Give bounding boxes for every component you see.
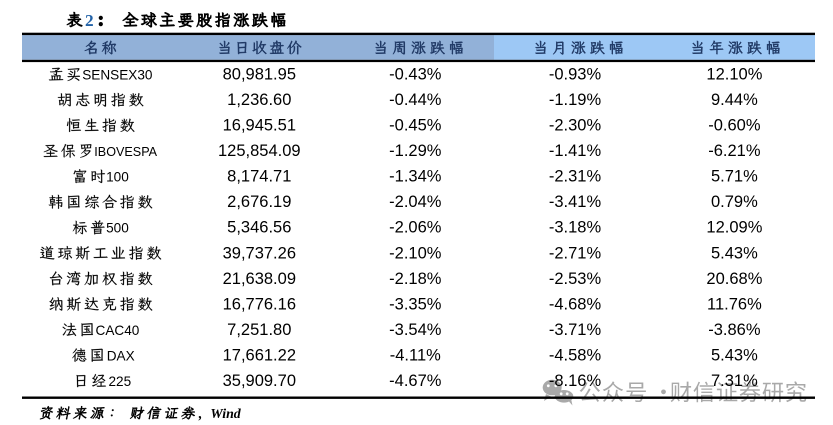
svg-text:-1.29%: -1.29% <box>389 142 442 160</box>
svg-text:-8.16%: -8.16% <box>549 372 602 390</box>
svg-text:-0.60%: -0.60% <box>708 117 761 135</box>
svg-text:-2.53%: -2.53% <box>549 270 602 288</box>
svg-text:225: 225 <box>109 374 132 389</box>
svg-text:-0.93%: -0.93% <box>549 66 602 84</box>
svg-text:20.68%: 20.68% <box>706 270 762 288</box>
svg-text:-1.34%: -1.34% <box>389 168 442 186</box>
svg-text:-2.31%: -2.31% <box>549 168 602 186</box>
svg-text:5.71%: 5.71% <box>711 168 758 186</box>
svg-text:11.76%: 11.76% <box>707 295 762 313</box>
svg-text:39,737.26: 39,737.26 <box>223 244 296 262</box>
svg-text:-2.18%: -2.18% <box>389 270 442 288</box>
svg-text:-4.68%: -4.68% <box>549 295 602 313</box>
svg-text:-3.71%: -3.71% <box>549 321 602 339</box>
svg-text:SENSEX30: SENSEX30 <box>82 68 153 83</box>
svg-text:-0.45%: -0.45% <box>389 117 442 135</box>
svg-text:-3.41%: -3.41% <box>549 193 602 211</box>
svg-text:12.10%: 12.10% <box>706 66 762 84</box>
svg-text:12.09%: 12.09% <box>706 219 762 237</box>
svg-text:80,981.95: 80,981.95 <box>223 66 296 84</box>
svg-text:0.79%: 0.79% <box>711 193 758 211</box>
svg-text:-4.58%: -4.58% <box>549 346 602 364</box>
svg-text:35,909.70: 35,909.70 <box>223 372 296 390</box>
svg-text:16,776.16: 16,776.16 <box>223 295 296 313</box>
svg-text:5.43%: 5.43% <box>711 346 758 364</box>
svg-text:-2.71%: -2.71% <box>549 244 602 262</box>
svg-text:-3.35%: -3.35% <box>389 295 442 313</box>
svg-text:2: 2 <box>85 11 94 30</box>
svg-text:1,236.60: 1,236.60 <box>227 91 291 109</box>
svg-text:-1.19%: -1.19% <box>549 91 602 109</box>
svg-text:2,676.19: 2,676.19 <box>227 193 291 211</box>
svg-text:-4.11%: -4.11% <box>390 346 441 364</box>
svg-text:100: 100 <box>106 170 129 185</box>
svg-text:-4.67%: -4.67% <box>389 372 442 390</box>
svg-text:-2.04%: -2.04% <box>389 193 442 211</box>
svg-text:-2.10%: -2.10% <box>389 244 442 262</box>
svg-text:500: 500 <box>106 221 129 236</box>
svg-text:16,945.51: 16,945.51 <box>223 117 296 135</box>
svg-text:-2.30%: -2.30% <box>549 117 602 135</box>
svg-text:8,174.71: 8,174.71 <box>227 168 291 186</box>
svg-text:21,638.09: 21,638.09 <box>223 270 296 288</box>
svg-text:CAC40: CAC40 <box>96 323 140 338</box>
svg-text:-3.18%: -3.18% <box>549 219 602 237</box>
svg-text:-2.06%: -2.06% <box>389 219 442 237</box>
svg-text:17,661.22: 17,661.22 <box>223 346 296 364</box>
svg-text:5,346.56: 5,346.56 <box>227 219 291 237</box>
svg-text:7.31%: 7.31% <box>711 372 758 390</box>
svg-text:-0.43%: -0.43% <box>389 66 442 84</box>
svg-text:7,251.80: 7,251.80 <box>227 321 291 339</box>
svg-text:-1.41%: -1.41% <box>549 142 602 160</box>
svg-text:5.43%: 5.43% <box>711 244 758 262</box>
svg-text:-0.44%: -0.44% <box>389 91 442 109</box>
svg-text:Wind: Wind <box>210 407 241 422</box>
svg-text:-6.21%: -6.21% <box>708 142 761 160</box>
svg-text:125,854.09: 125,854.09 <box>218 142 301 160</box>
svg-text:-3.54%: -3.54% <box>389 321 442 339</box>
svg-text:DAX: DAX <box>107 348 135 363</box>
svg-text:9.44%: 9.44% <box>711 91 758 109</box>
svg-text:IBOVESPA: IBOVESPA <box>94 145 157 159</box>
svg-text:-3.86%: -3.86% <box>708 321 761 339</box>
svg-text:,: , <box>198 406 203 422</box>
